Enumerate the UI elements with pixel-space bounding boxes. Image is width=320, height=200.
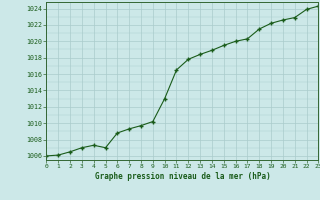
X-axis label: Graphe pression niveau de la mer (hPa): Graphe pression niveau de la mer (hPa) [94, 172, 270, 181]
